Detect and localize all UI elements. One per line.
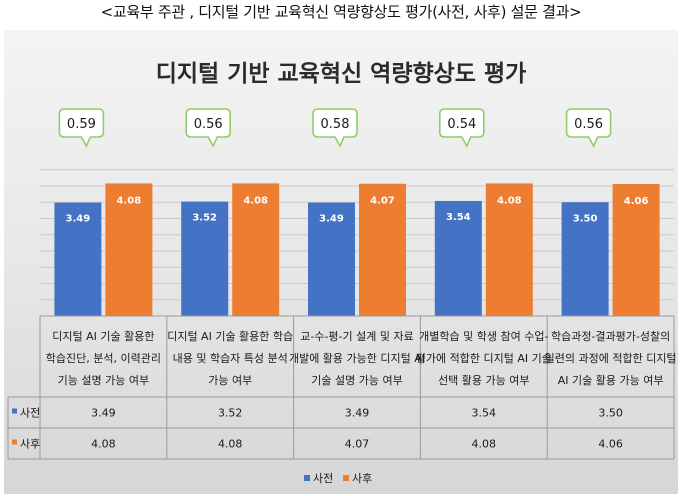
bar-pre bbox=[561, 202, 609, 316]
difference-label: 0.58 bbox=[321, 117, 350, 132]
data-label-pre: 3.50 bbox=[573, 213, 598, 224]
bar-post bbox=[612, 184, 660, 316]
category-label: 내용 및 학습자 특성 분석 bbox=[173, 352, 288, 365]
legend-key-pre bbox=[12, 408, 17, 414]
category-label: 디지털 AI 기술 활용한 bbox=[52, 329, 154, 343]
table-value: 3.49 bbox=[91, 407, 116, 420]
legend-swatch-pre bbox=[304, 475, 310, 481]
difference-callout bbox=[565, 108, 612, 148]
category-label: 선택 활용 가능 여부 bbox=[438, 373, 529, 387]
data-label-pre: 3.54 bbox=[446, 212, 471, 223]
table-value: 3.50 bbox=[598, 407, 623, 420]
category-label: 학습과정-결과평가-성찰의 bbox=[551, 330, 670, 343]
legend-label-post: 사후 bbox=[352, 472, 372, 485]
difference-callout bbox=[439, 108, 485, 148]
table-value: 3.49 bbox=[345, 407, 370, 420]
category-label: 학습진단, 분석, 이력관리 bbox=[46, 352, 161, 365]
chart-title: 디지털 기반 교육혁신 역량향상도 평가 bbox=[155, 61, 527, 87]
category-label: AI 기술 활용 가능 여부 bbox=[558, 373, 664, 387]
table-value: 4.08 bbox=[91, 438, 116, 451]
bar-pre bbox=[54, 202, 102, 316]
table-value: 3.54 bbox=[472, 407, 497, 420]
chart-panel: 디지털 기반 교육혁신 역량향상도 평가 3.49 4.08 0.59 3.52 4.0… bbox=[4, 30, 678, 494]
legend-swatch-post bbox=[343, 475, 349, 481]
difference-label: 0.54 bbox=[447, 117, 476, 132]
series-label: 사후 bbox=[20, 438, 40, 451]
difference-label: 0.59 bbox=[67, 117, 96, 132]
category-label: 기술 설명 가능 여부 bbox=[311, 374, 402, 387]
bar-post bbox=[359, 183, 406, 316]
bar-post bbox=[232, 183, 280, 316]
data-label-pre: 3.49 bbox=[66, 214, 91, 225]
data-label-post: 4.07 bbox=[370, 196, 395, 207]
series-label: 사전 bbox=[20, 407, 40, 420]
difference-label: 0.56 bbox=[194, 117, 223, 132]
legend-label-pre: 사전 bbox=[313, 472, 333, 485]
data-label-post: 4.08 bbox=[243, 195, 268, 206]
data-label-post: 4.06 bbox=[624, 196, 649, 207]
table-value: 4.08 bbox=[218, 438, 243, 451]
category-label: 교-수-평-기 설계 및 자료 bbox=[300, 330, 413, 343]
difference-callout bbox=[58, 108, 105, 148]
bar-pre bbox=[181, 201, 229, 316]
category-label: 디지털 AI 기술 활용한 학습 bbox=[167, 329, 293, 343]
difference-label: 0.56 bbox=[574, 117, 603, 132]
category-label: 가능 여부 bbox=[208, 374, 252, 387]
data-label-pre: 3.49 bbox=[319, 214, 344, 225]
page-title: <교육부 주관 , 디지털 기반 교육혁신 역량향상도 평가(사전, 사후) 설… bbox=[100, 3, 582, 21]
bar-pre bbox=[308, 202, 355, 316]
table-value: 3.52 bbox=[218, 407, 243, 420]
category-label: 개발에 활용 가능한 디지털 AI bbox=[289, 351, 425, 365]
difference-callout bbox=[185, 108, 231, 148]
legend-key-post bbox=[12, 439, 17, 445]
data-label-post: 4.08 bbox=[117, 195, 142, 206]
chart-svg: 3.49 4.08 0.59 3.52 4.08 0.56 3.49 4.07 0.58 3.54… bbox=[7, 108, 677, 485]
data-label-post: 4.08 bbox=[497, 195, 522, 206]
category-label: 기능 설명 가능 여부 bbox=[58, 374, 149, 387]
bar-pre bbox=[434, 200, 482, 316]
difference-callout bbox=[312, 108, 358, 148]
category-label: 평가에 적합한 디지털 AI 기술 bbox=[416, 352, 552, 365]
data-label-pre: 3.52 bbox=[192, 213, 217, 224]
table-value: 4.07 bbox=[345, 438, 370, 451]
table-value: 4.08 bbox=[472, 438, 497, 451]
table-value: 4.06 bbox=[598, 438, 623, 451]
bar-post bbox=[485, 183, 533, 316]
category-label: 일련의 과정에 적합한 디지털 bbox=[545, 351, 677, 365]
bar-post bbox=[105, 183, 153, 316]
category-label: 개별학습 및 학생 참여 수업- bbox=[419, 330, 548, 343]
